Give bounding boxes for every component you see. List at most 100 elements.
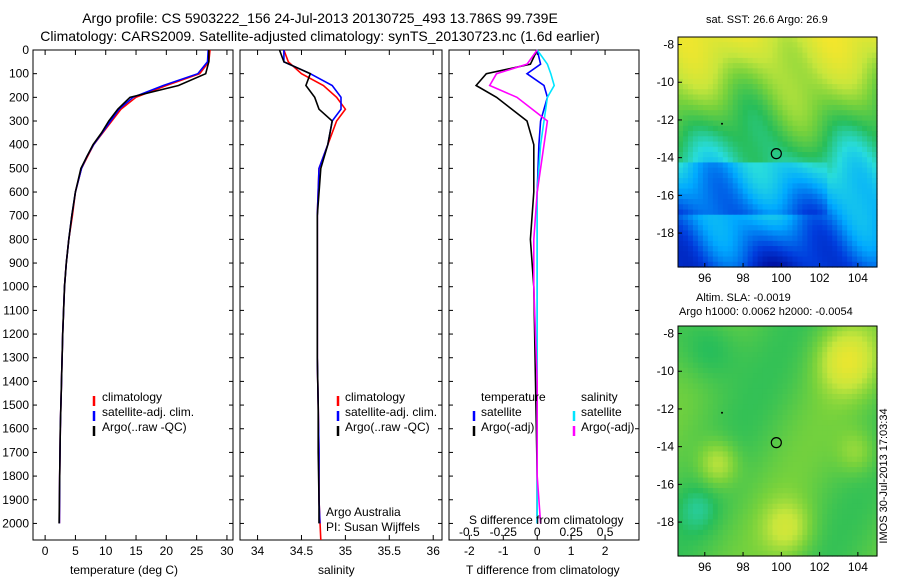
map-cell (837, 519, 843, 526)
map-cell (772, 435, 779, 442)
map-cell (782, 152, 789, 158)
map-cell (802, 550, 808, 557)
map-cell (837, 420, 843, 426)
map-cell (762, 435, 769, 442)
map-cell (812, 508, 818, 515)
map-cell (772, 414, 779, 421)
map-cell (762, 514, 769, 521)
map-cell (802, 352, 808, 358)
map-cell (822, 235, 828, 242)
map-cell (852, 125, 858, 132)
map-cell (822, 441, 828, 447)
map-cell (697, 152, 704, 158)
map-cell (747, 246, 754, 252)
map-cell (797, 167, 803, 174)
map-cell (872, 378, 878, 385)
map-cell (752, 435, 759, 442)
map-cell (867, 508, 873, 515)
map-cell (712, 42, 719, 49)
map-cell (697, 540, 704, 547)
map-cell (867, 357, 873, 364)
map-cell (707, 446, 714, 453)
map-cell (682, 172, 689, 179)
map-cell (712, 414, 719, 421)
map-cell (722, 467, 729, 473)
map-cell (782, 99, 789, 106)
map-cell (867, 519, 873, 526)
map-cell (712, 167, 719, 174)
map-cell (817, 146, 823, 153)
map-cell (712, 524, 719, 531)
map-cell (857, 219, 863, 226)
map-cell (832, 84, 838, 90)
map-cell (797, 451, 803, 458)
map-cell (802, 63, 808, 69)
map-cell (742, 519, 749, 526)
map-cell (742, 225, 749, 232)
map-cell (847, 514, 853, 521)
map-cell (872, 383, 878, 390)
map-cell (832, 146, 838, 153)
map-cell (682, 346, 689, 353)
map-cell (712, 488, 719, 494)
map-cell (678, 89, 684, 96)
map-cell (872, 420, 878, 426)
map-cell (837, 110, 843, 117)
map-cell (747, 193, 754, 200)
map-cell (827, 399, 833, 406)
map-cell (827, 404, 833, 411)
map-cell (712, 246, 719, 252)
map-cell (862, 430, 868, 437)
map-cell (717, 529, 724, 536)
map-cell (692, 341, 699, 348)
map-cell (807, 89, 813, 96)
map-cell (678, 162, 684, 169)
map-cell (767, 172, 774, 179)
map-cell (827, 336, 833, 343)
map-cell (822, 37, 828, 43)
map-cell (772, 110, 779, 117)
map-cell (762, 331, 769, 338)
map-cell (717, 326, 724, 332)
map-cell (707, 214, 714, 221)
map-cell (737, 540, 744, 547)
map-cell (717, 104, 724, 111)
map-cell (737, 172, 744, 179)
map-cell (837, 357, 843, 364)
map-cell (822, 477, 828, 484)
map-cell (722, 383, 729, 390)
map-cell (687, 52, 694, 59)
map-cell (702, 219, 709, 226)
map-cell (742, 204, 749, 211)
map-cell (678, 152, 684, 158)
map-cell (727, 498, 734, 505)
map-cell (792, 388, 798, 395)
map-cell (777, 162, 784, 169)
sal-legend-satellite: satellite-adj. clim. (345, 405, 438, 419)
map-cell (832, 430, 838, 437)
map-cell (792, 131, 798, 137)
map-cell (722, 193, 729, 200)
map-cell (782, 409, 789, 416)
map-cell (682, 188, 689, 195)
map-cell (807, 503, 813, 510)
sst-map-title: sat. SST: 26.6 Argo: 26.9 (706, 14, 828, 26)
map-cell (697, 219, 704, 226)
map-cell (742, 42, 749, 49)
map-cell (812, 488, 818, 494)
map-cell (832, 446, 838, 453)
map-cell (787, 94, 794, 101)
map-cell (867, 456, 873, 463)
map-cell (787, 141, 794, 148)
map-cell (857, 378, 863, 385)
map-cell (777, 388, 784, 395)
map-cell (782, 477, 789, 484)
map-cell (682, 214, 689, 221)
map-cell (747, 136, 754, 143)
map-cell (687, 519, 694, 526)
map-cell (717, 441, 724, 447)
map-cell (867, 441, 873, 447)
map-cell (777, 336, 784, 343)
map-cell (722, 94, 729, 101)
map-cell (682, 131, 689, 137)
